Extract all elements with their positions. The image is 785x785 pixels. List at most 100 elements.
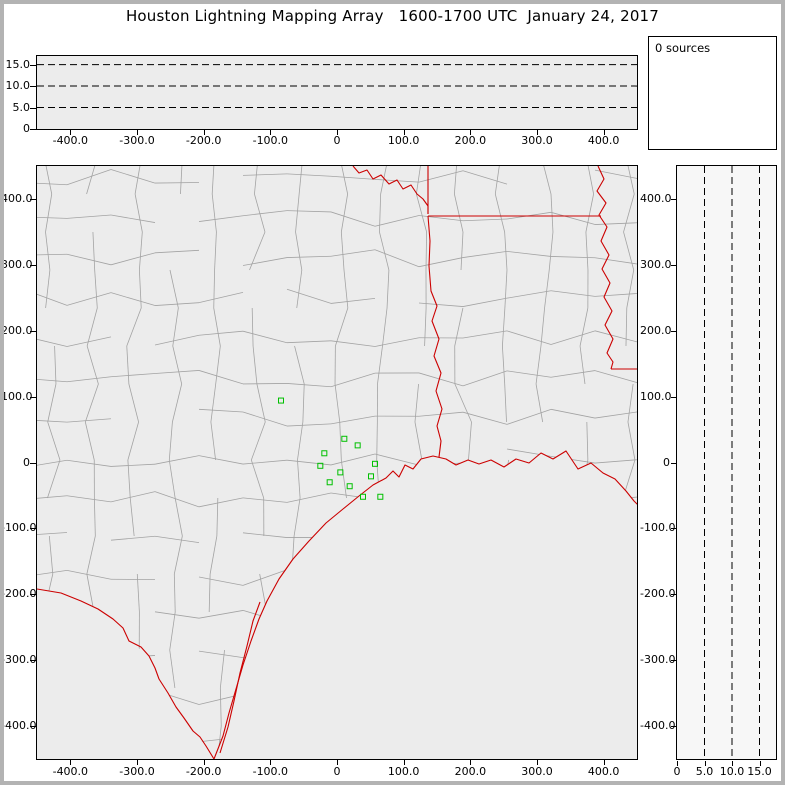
tick-label: -200.0 <box>185 765 222 778</box>
lma-station-marker <box>354 442 361 449</box>
tick-label: -300.0 <box>119 765 155 778</box>
tick-mark <box>70 130 72 135</box>
tick-mark <box>337 130 338 135</box>
tick-label: -100.0 <box>1 521 37 535</box>
tick-label: 300.0 <box>521 134 553 147</box>
tick-label: -300.0 <box>1 653 37 667</box>
tick-mark <box>732 761 733 766</box>
tick-mark <box>30 64 36 66</box>
tick-label: -300.0 <box>119 134 155 147</box>
tick-mark <box>30 594 36 596</box>
tick-mark <box>537 130 538 135</box>
tick-label: 0 <box>333 765 341 778</box>
lma-station-marker <box>372 460 378 467</box>
tick-label: 10.0 <box>5 79 31 93</box>
tick-mark <box>203 130 205 135</box>
tick-mark <box>30 86 36 88</box>
tick-mark <box>337 760 338 765</box>
tick-label: 200.0 <box>454 134 487 147</box>
tick-mark <box>759 761 761 766</box>
tick-label: -400.0 <box>52 134 89 147</box>
tick-mark <box>603 760 605 765</box>
tick-mark <box>671 726 676 728</box>
tick-label: 400.0 <box>587 765 620 778</box>
tick-mark <box>137 130 138 135</box>
altitude-ns-plot <box>704 166 760 759</box>
tick-label: -400.0 <box>640 719 676 733</box>
tick-mark <box>30 660 36 662</box>
tick-label: 300.0 <box>1 257 33 271</box>
lma-station-marker <box>368 473 374 480</box>
page-title: Houston Lightning Mapping Array 1600-170… <box>125 7 660 25</box>
plan-view-map-panel[interactable] <box>36 165 638 760</box>
tick-label: 200.0 <box>1 323 33 337</box>
tick-label: 10.0 <box>719 765 745 778</box>
tick-label: -100.0 <box>252 765 289 778</box>
tick-mark <box>671 330 676 332</box>
tick-mark <box>30 462 36 464</box>
tick-mark <box>671 660 676 662</box>
tick-label: 5.0 <box>695 765 714 778</box>
tick-label: 0 <box>23 122 30 135</box>
lma-station-marker <box>346 483 353 490</box>
tick-label: 100.0 <box>387 765 420 778</box>
sources-count-panel: 0 sources <box>648 36 777 150</box>
tick-mark <box>671 462 676 464</box>
tick-mark <box>470 760 472 765</box>
tick-mark <box>30 198 36 200</box>
tick-mark <box>30 726 36 728</box>
plan-view-map <box>37 166 637 759</box>
lma-station-marker <box>341 435 348 442</box>
tick-label: 100.0 <box>387 134 420 147</box>
tick-mark <box>30 264 36 266</box>
tick-mark <box>470 130 472 135</box>
tick-label: 15.0 <box>5 57 31 71</box>
tick-label: -100.0 <box>640 521 676 535</box>
tick-label: -400.0 <box>52 765 89 778</box>
tick-label: -200.0 <box>185 134 222 147</box>
tick-label: 0 <box>663 455 670 469</box>
tick-mark <box>70 760 72 765</box>
lma-station-marker <box>317 462 324 469</box>
tick-label: 200.0 <box>640 323 672 337</box>
tick-label: 0 <box>23 455 30 469</box>
tick-label: 5.0 <box>12 100 31 114</box>
tick-mark <box>671 528 676 530</box>
altitude-ew-panel[interactable] <box>36 55 638 130</box>
tick-label: 0 <box>673 765 681 778</box>
altitude-ew-plot <box>37 64 637 109</box>
lma-station-marker <box>321 450 328 457</box>
tick-mark <box>671 198 676 200</box>
tick-label: 200.0 <box>454 765 487 778</box>
tick-mark <box>30 129 36 130</box>
tick-label: -200.0 <box>1 587 37 601</box>
altitude-ns-panel[interactable] <box>676 165 777 760</box>
tick-label: -300.0 <box>640 653 676 667</box>
tick-label: -400.0 <box>1 719 37 733</box>
tick-mark <box>403 760 405 765</box>
tick-label: 0 <box>333 134 341 147</box>
tick-mark <box>30 528 36 530</box>
tick-label: 400.0 <box>587 134 620 147</box>
tick-mark <box>30 330 36 332</box>
lma-station-marker <box>377 493 384 500</box>
tick-mark <box>671 264 676 266</box>
lma-station-marker <box>326 479 333 486</box>
tick-mark <box>137 760 138 765</box>
tick-label: 300.0 <box>640 257 672 271</box>
tick-mark <box>203 760 205 765</box>
tick-mark <box>603 130 605 135</box>
tick-mark <box>677 761 678 766</box>
tick-mark <box>30 396 36 398</box>
tick-label: -200.0 <box>640 587 676 601</box>
tick-mark <box>537 760 538 765</box>
tick-label: 400.0 <box>1 191 33 205</box>
lma-station-marker <box>337 469 344 476</box>
tick-mark <box>270 130 272 135</box>
tick-mark <box>270 760 272 765</box>
lma-station-marker <box>278 397 284 404</box>
tick-mark <box>30 107 36 109</box>
tick-label: 400.0 <box>640 191 672 205</box>
lma-station-marker <box>360 493 366 500</box>
tick-label: 300.0 <box>521 765 553 778</box>
